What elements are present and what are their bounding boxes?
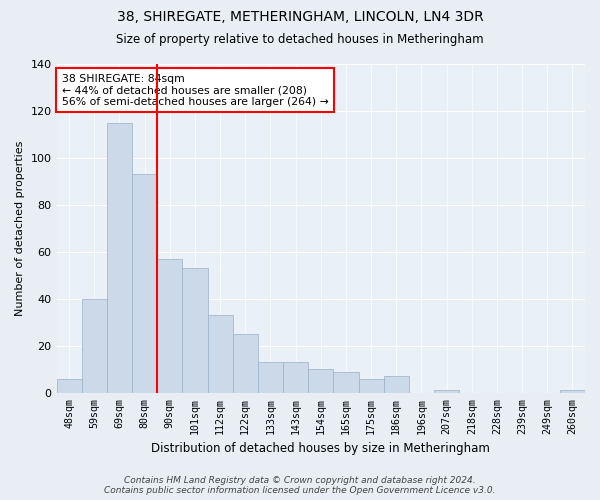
Bar <box>258 362 283 393</box>
X-axis label: Distribution of detached houses by size in Metheringham: Distribution of detached houses by size … <box>151 442 490 455</box>
Bar <box>82 299 107 393</box>
Bar <box>56 378 82 393</box>
Bar <box>283 362 308 393</box>
Bar <box>157 259 182 393</box>
Bar <box>434 390 459 393</box>
Bar <box>208 316 233 393</box>
Text: Size of property relative to detached houses in Metheringham: Size of property relative to detached ho… <box>116 32 484 46</box>
Text: 38, SHIREGATE, METHERINGHAM, LINCOLN, LN4 3DR: 38, SHIREGATE, METHERINGHAM, LINCOLN, LN… <box>116 10 484 24</box>
Text: Contains HM Land Registry data © Crown copyright and database right 2024.
Contai: Contains HM Land Registry data © Crown c… <box>104 476 496 495</box>
Bar <box>107 122 132 393</box>
Bar <box>233 334 258 393</box>
Bar <box>132 174 157 393</box>
Bar <box>334 372 359 393</box>
Y-axis label: Number of detached properties: Number of detached properties <box>15 140 25 316</box>
Bar <box>182 268 208 393</box>
Bar <box>560 390 585 393</box>
Bar <box>383 376 409 393</box>
Bar <box>308 370 334 393</box>
Bar <box>359 378 383 393</box>
Text: 38 SHIREGATE: 84sqm
← 44% of detached houses are smaller (208)
56% of semi-detac: 38 SHIREGATE: 84sqm ← 44% of detached ho… <box>62 74 329 107</box>
